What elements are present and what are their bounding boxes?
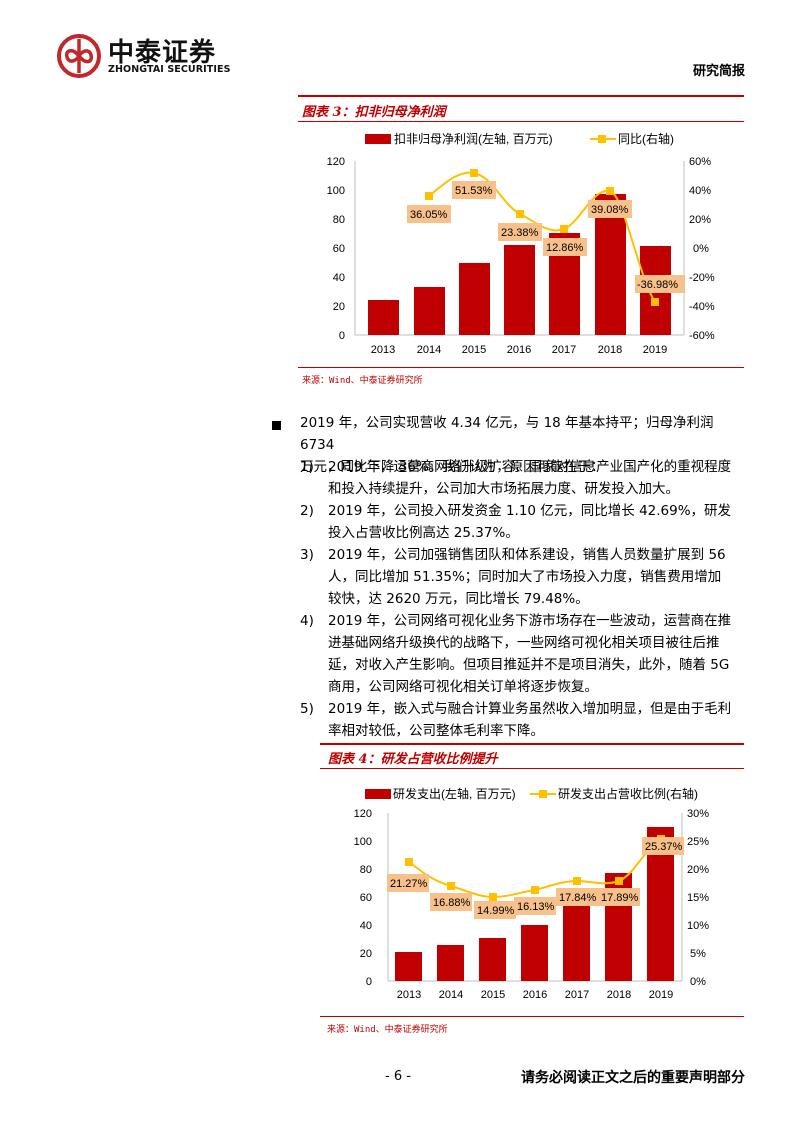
bullet-square-icon <box>272 421 281 430</box>
svg-text:23.38%: 23.38% <box>501 227 539 239</box>
svg-text:-40%: -40% <box>689 301 715 313</box>
svg-text:0: 0 <box>366 976 372 988</box>
svg-text:100: 100 <box>354 836 372 848</box>
svg-text:40: 40 <box>333 272 345 284</box>
svg-text:36.05%: 36.05% <box>410 209 448 221</box>
svg-text:25.37%: 25.37% <box>645 841 683 853</box>
svg-text:80: 80 <box>360 864 372 876</box>
svg-text:20: 20 <box>333 301 345 313</box>
svg-text:40%: 40% <box>689 185 711 197</box>
svg-text:40: 40 <box>360 920 372 932</box>
figure3-x-axis-labels: 2013 2014 2015 2016 2017 2018 2019 <box>371 344 667 356</box>
svg-text:15%: 15% <box>687 892 709 904</box>
svg-text:2015: 2015 <box>481 989 505 1001</box>
figure3-bottom-rule <box>298 121 744 122</box>
svg-text:2015: 2015 <box>462 344 486 356</box>
svg-text:0%: 0% <box>690 976 706 988</box>
list-item: 4) 2019 年，公司网络可视化业务下游市场存在一些波动，运营商在推 进基础网… <box>300 613 732 695</box>
reasons-list: 1) 2019 年，运营商网络升级扩容、国家对信息产业国产化的重视程度 和投入持… <box>300 456 750 742</box>
svg-text:2013: 2013 <box>371 344 395 356</box>
svg-text:2014: 2014 <box>417 344 441 356</box>
svg-text:2017: 2017 <box>552 344 576 356</box>
company-name-en: ZHONGTAI SECURITIES <box>108 64 231 75</box>
figure3-top-rule <box>298 95 744 97</box>
svg-text:60: 60 <box>360 892 372 904</box>
svg-text:2018: 2018 <box>598 344 622 356</box>
figure3-title: 图表 3：扣非归母净利润 <box>302 105 446 120</box>
figure3-legend-bar-label: 扣非归母净利润(左轴, 百万元) <box>394 131 553 146</box>
intro-line-2: 万元，同比下降 36%。我们认为，原因可能在于： <box>300 459 605 475</box>
svg-text:17.89%: 17.89% <box>601 892 639 904</box>
figure4-right-axis: 0% 5% 10% 15% 20% 25% 30% <box>687 808 709 988</box>
figure4-legend: 研发支出(左轴, 百万元) 研发支出占营收比例(右轴) <box>365 786 698 801</box>
svg-text:51.53%: 51.53% <box>455 185 493 197</box>
svg-text:-60%: -60% <box>689 330 715 342</box>
svg-text:2019: 2019 <box>643 344 667 356</box>
svg-text:16.88%: 16.88% <box>433 897 471 909</box>
figure4-x-axis-labels: 2013 2014 2015 2016 2017 2018 2019 <box>397 989 673 1001</box>
figure3-source: 来源：Wind、中泰证券研究所 <box>302 376 423 386</box>
figure4-data-labels: 21.27% 16.88% 14.99% 16.13% 17.84% 17.89… <box>387 837 684 919</box>
figure3-data-labels: 36.05% 51.53% 23.38% 12.86% 39.08% -36.9… <box>407 181 685 293</box>
svg-text:120: 120 <box>354 808 372 820</box>
svg-text:2018: 2018 <box>607 989 631 1001</box>
company-name-cn: 中泰证券 <box>108 38 217 68</box>
svg-text:21.27%: 21.27% <box>390 878 428 890</box>
zhongtai-logo-icon <box>57 34 101 78</box>
figure4-bottom-rule <box>320 768 744 769</box>
figure3-right-axis: -60% -40% -20% 0% 20% 40% 60% <box>689 156 715 342</box>
disclaimer-note: 请务必阅读正文之后的重要声明部分 <box>521 1070 745 1086</box>
figure3-line-markers <box>425 169 659 306</box>
svg-text:30%: 30% <box>687 808 709 820</box>
intro-line-1: 2019 年，公司实现营收 4.34 亿元，与 18 年基本持平；归母净利润 6… <box>300 415 714 453</box>
svg-text:2019: 2019 <box>649 989 673 1001</box>
intro-paragraph: 2019 年，公司实现营收 4.34 亿元，与 18 年基本持平；归母净利润 6… <box>300 412 750 478</box>
svg-text:39.08%: 39.08% <box>591 204 629 216</box>
svg-text:20: 20 <box>360 948 372 960</box>
svg-text:2014: 2014 <box>439 989 463 1001</box>
list-item: 2) 2019 年，公司投入研发资金 1.10 亿元，同比增长 42.69%，研… <box>300 503 732 541</box>
report-type-label: 研究简报 <box>692 64 745 79</box>
svg-text:80: 80 <box>333 214 345 226</box>
svg-text:10%: 10% <box>687 920 709 932</box>
svg-text:2017: 2017 <box>565 989 589 1001</box>
svg-text:120: 120 <box>327 156 345 168</box>
svg-text:2016: 2016 <box>507 344 531 356</box>
svg-text:20%: 20% <box>689 214 711 226</box>
svg-text:60: 60 <box>333 243 345 255</box>
svg-text:0: 0 <box>339 330 345 342</box>
figure3-legend: 扣非归母净利润(左轴, 百万元) 同比(右轴) <box>365 131 674 146</box>
list-item: 3) 2019 年，公司加强销售团队和体系建设，销售人员数量扩展到 56 人，同… <box>300 547 726 607</box>
svg-text:12.86%: 12.86% <box>546 242 584 254</box>
svg-text:5%: 5% <box>690 948 706 960</box>
figure4-legend-line-label: 研发支出占营收比例(右轴) <box>558 786 698 801</box>
svg-text:16.13%: 16.13% <box>517 901 555 913</box>
page-number: - 6 - <box>385 1069 411 1084</box>
figure4-legend-bar-label: 研发支出(左轴, 百万元) <box>393 786 516 801</box>
figure4-top-rule <box>320 743 744 745</box>
figure3-legend-line-label: 同比(右轴) <box>618 131 674 146</box>
svg-text:14.99%: 14.99% <box>477 905 515 917</box>
figure3-source-rule <box>298 367 744 368</box>
figure4-source: 来源：Wind、中泰证券研究所 <box>327 1025 448 1035</box>
svg-text:-36.98%: -36.98% <box>637 279 678 291</box>
svg-text:60%: 60% <box>689 156 711 168</box>
list-item: 1) 2019 年，运营商网络升级扩容、国家对信息产业国产化的重视程度 和投入持… <box>300 459 732 497</box>
svg-text:0%: 0% <box>693 243 709 255</box>
svg-text:25%: 25% <box>687 836 709 848</box>
list-item: 5) 2019 年，嵌入式与融合计算业务虽然收入增加明显，但是由于毛利 率相对较… <box>300 701 732 739</box>
figure3-left-axis: 0 20 40 60 80 100 120 <box>327 156 345 342</box>
figure3-chart: 扣非归母净利润(左轴, 百万元) 同比(右轴) 0 20 40 60 80 10… <box>327 131 715 356</box>
svg-text:17.84%: 17.84% <box>559 892 597 904</box>
svg-text:2016: 2016 <box>523 989 547 1001</box>
svg-text:20%: 20% <box>687 864 709 876</box>
figure4-source-rule <box>320 1016 744 1017</box>
svg-text:100: 100 <box>327 185 345 197</box>
figure4-title: 图表 4：研发占营收比例提升 <box>328 752 498 767</box>
figure4-chart: 研发支出(左轴, 百万元) 研发支出占营收比例(右轴) 0 20 40 60 8… <box>354 786 710 1001</box>
company-logo <box>56 33 236 83</box>
svg-text:2013: 2013 <box>397 989 421 1001</box>
svg-text:-20%: -20% <box>689 272 715 284</box>
figure4-left-axis: 0 20 40 60 80 100 120 <box>354 808 372 988</box>
